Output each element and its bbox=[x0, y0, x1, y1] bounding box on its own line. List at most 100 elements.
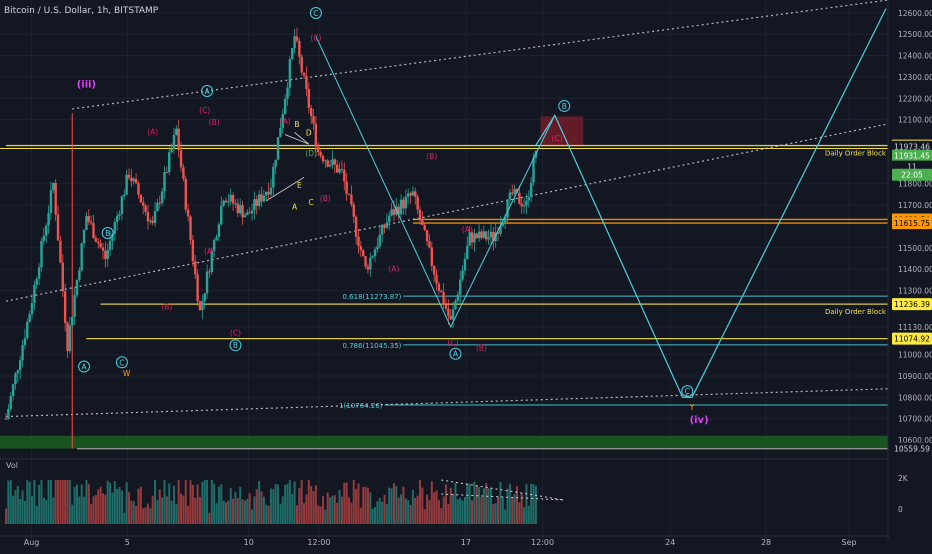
candle-body bbox=[357, 236, 360, 247]
candle-body bbox=[388, 215, 391, 223]
volume-bar bbox=[274, 483, 277, 524]
volume-bar bbox=[442, 496, 445, 524]
candle-body bbox=[305, 75, 308, 90]
candle-body bbox=[511, 192, 514, 194]
volume-bar bbox=[523, 507, 526, 524]
volume-bar bbox=[175, 504, 178, 524]
volume-bar bbox=[468, 483, 471, 524]
volume-bar bbox=[428, 499, 431, 524]
price-tag-bg bbox=[892, 298, 932, 311]
volume-bar bbox=[501, 497, 504, 524]
volume-bar bbox=[161, 497, 164, 524]
candle-body bbox=[222, 200, 225, 206]
candle-body bbox=[298, 40, 301, 57]
volume-bar bbox=[234, 492, 237, 524]
volume-bar bbox=[357, 483, 360, 524]
dotted-trendline bbox=[5, 388, 889, 418]
candle-body bbox=[149, 220, 152, 222]
candle-body bbox=[160, 191, 164, 204]
volume-bar bbox=[492, 504, 495, 524]
volume-bar bbox=[487, 488, 490, 524]
candle-body bbox=[458, 279, 462, 295]
candle-body bbox=[40, 240, 43, 268]
volume-bar bbox=[355, 488, 358, 524]
candle-body bbox=[80, 243, 83, 271]
volume-bar bbox=[359, 507, 362, 524]
candle-body bbox=[312, 116, 315, 124]
volume-bar bbox=[99, 486, 102, 524]
volume-bar bbox=[118, 486, 121, 524]
wave-label: X bbox=[313, 0, 318, 2]
volume-bar bbox=[293, 481, 296, 524]
candle-body bbox=[499, 225, 502, 234]
volume-bar bbox=[383, 494, 386, 524]
volume-bar bbox=[262, 496, 265, 524]
projection-path bbox=[535, 8, 887, 398]
volume-bar bbox=[158, 489, 161, 524]
volume-bar bbox=[54, 480, 57, 524]
candle-body bbox=[87, 216, 90, 222]
volume-bar bbox=[225, 502, 227, 524]
volume-bar bbox=[23, 501, 26, 524]
price-tag-text: 10559.59 bbox=[894, 445, 930, 454]
volume-bar bbox=[447, 503, 450, 524]
volume-bar bbox=[222, 500, 225, 524]
candle-body bbox=[532, 157, 535, 183]
candle-body bbox=[380, 224, 384, 235]
candle-body bbox=[189, 216, 192, 240]
volume-bar bbox=[125, 482, 128, 524]
candle-body bbox=[430, 247, 434, 266]
candle-body bbox=[18, 360, 22, 371]
candle-body bbox=[186, 209, 190, 217]
volume-bar bbox=[409, 504, 412, 524]
volume-bar bbox=[215, 503, 218, 524]
candle-body bbox=[340, 168, 344, 170]
price-tag-text: 11236.39 bbox=[894, 300, 930, 309]
candle-body bbox=[201, 301, 204, 311]
volume-bar bbox=[466, 483, 469, 524]
candle-body bbox=[293, 36, 296, 48]
candle-body bbox=[196, 274, 199, 302]
volume-bar bbox=[336, 502, 339, 524]
candle-body bbox=[480, 231, 483, 238]
candle-body bbox=[9, 395, 12, 409]
candle-body bbox=[165, 172, 169, 174]
volume-bar bbox=[449, 487, 452, 524]
candle-body bbox=[468, 232, 471, 246]
y-tick-label: 10600.00 bbox=[898, 436, 932, 445]
y-tick-label: 10900.00 bbox=[898, 372, 932, 381]
candle-body bbox=[59, 240, 62, 263]
y-tick-label: 12100.00 bbox=[898, 116, 932, 125]
volume-bar bbox=[343, 482, 346, 524]
volume-bar bbox=[210, 480, 213, 524]
candle-body bbox=[137, 183, 140, 195]
candle-body bbox=[335, 164, 339, 173]
candle-body bbox=[212, 239, 216, 252]
wave-label: (iii) bbox=[77, 80, 96, 91]
volume-bar bbox=[515, 486, 518, 524]
candle-body bbox=[518, 192, 521, 204]
price-tag-text: 11 bbox=[907, 163, 917, 172]
candle-body bbox=[243, 215, 247, 218]
volume-bar bbox=[281, 496, 284, 524]
candle-body bbox=[326, 160, 329, 167]
level-layer: Daily Order Block Daily Order Block 0.618(… bbox=[0, 144, 888, 450]
candle-body bbox=[120, 196, 124, 214]
volume-bar bbox=[452, 494, 455, 524]
candle-body bbox=[449, 315, 452, 320]
volume-bar bbox=[305, 494, 308, 524]
volume-bar bbox=[258, 480, 261, 524]
candle-body bbox=[28, 314, 31, 322]
candle-body bbox=[513, 188, 516, 194]
candle-body bbox=[205, 271, 209, 294]
candle-body bbox=[238, 205, 242, 214]
volume-bar bbox=[227, 500, 230, 524]
triangle-pattern-leg bbox=[266, 176, 305, 202]
wave-label: (C) bbox=[199, 106, 210, 115]
volume-bar bbox=[16, 485, 19, 524]
candle-body bbox=[94, 238, 98, 242]
candle-body bbox=[11, 384, 15, 396]
